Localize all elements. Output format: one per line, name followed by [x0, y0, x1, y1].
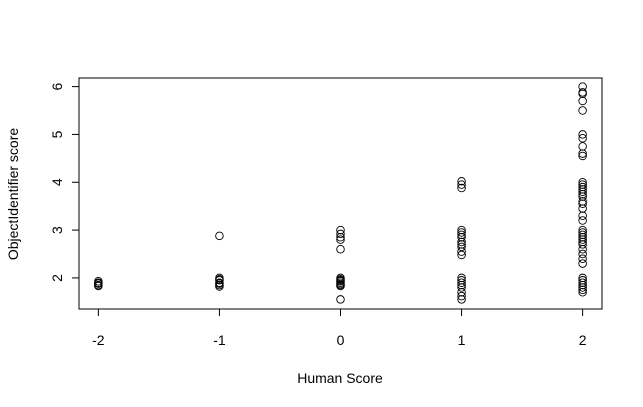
- point: [94, 279, 103, 288]
- point: [578, 285, 587, 295]
- x-axis-label: Human Score: [297, 370, 383, 386]
- y-tick-label: 2: [49, 274, 65, 282]
- point: [578, 151, 587, 161]
- point: [215, 279, 224, 288]
- x-tick-label: -2: [92, 332, 105, 348]
- point: [578, 199, 587, 209]
- point: [336, 235, 345, 244]
- y-tick-label: 5: [49, 130, 65, 138]
- point: [578, 187, 587, 197]
- point: [457, 183, 466, 193]
- point: [578, 211, 587, 220]
- point: [578, 106, 587, 115]
- point: [578, 216, 587, 225]
- point: [578, 130, 587, 139]
- point: [336, 244, 345, 254]
- point: [578, 240, 587, 249]
- point: [215, 275, 224, 284]
- point: [215, 231, 224, 241]
- point: [336, 281, 345, 291]
- point: [578, 283, 587, 292]
- point: [578, 204, 587, 213]
- point: [94, 277, 103, 286]
- point: [578, 254, 587, 264]
- y-tick-label: 6: [49, 83, 65, 91]
- y-axis-label: ObjectIdentifier score: [5, 128, 21, 260]
- point: [457, 278, 466, 287]
- x-tick-label: 2: [579, 332, 587, 348]
- point: [457, 228, 466, 237]
- point: [578, 134, 587, 143]
- point: [336, 295, 345, 304]
- point: [457, 242, 466, 252]
- point: [578, 288, 587, 297]
- point: [578, 142, 587, 151]
- x-tick-label: 1: [458, 332, 466, 348]
- point: [457, 291, 466, 301]
- point: [457, 250, 466, 260]
- point: [336, 229, 345, 239]
- point: [457, 180, 466, 189]
- point: [578, 149, 587, 158]
- point: [457, 295, 466, 304]
- point: [336, 233, 345, 242]
- point: [457, 247, 466, 256]
- y-tick-label: 4: [49, 178, 65, 186]
- point: [578, 259, 587, 268]
- point: [457, 177, 466, 186]
- point: [94, 281, 103, 291]
- point: [457, 283, 466, 292]
- point: [578, 96, 587, 106]
- y-tick-label: 3: [49, 226, 65, 234]
- point: [457, 230, 466, 240]
- x-tick-label: -1: [213, 332, 226, 348]
- point: [336, 276, 345, 285]
- point: [578, 244, 587, 254]
- x-tick-label: 0: [337, 332, 345, 348]
- point: [578, 235, 587, 244]
- point: [578, 249, 587, 259]
